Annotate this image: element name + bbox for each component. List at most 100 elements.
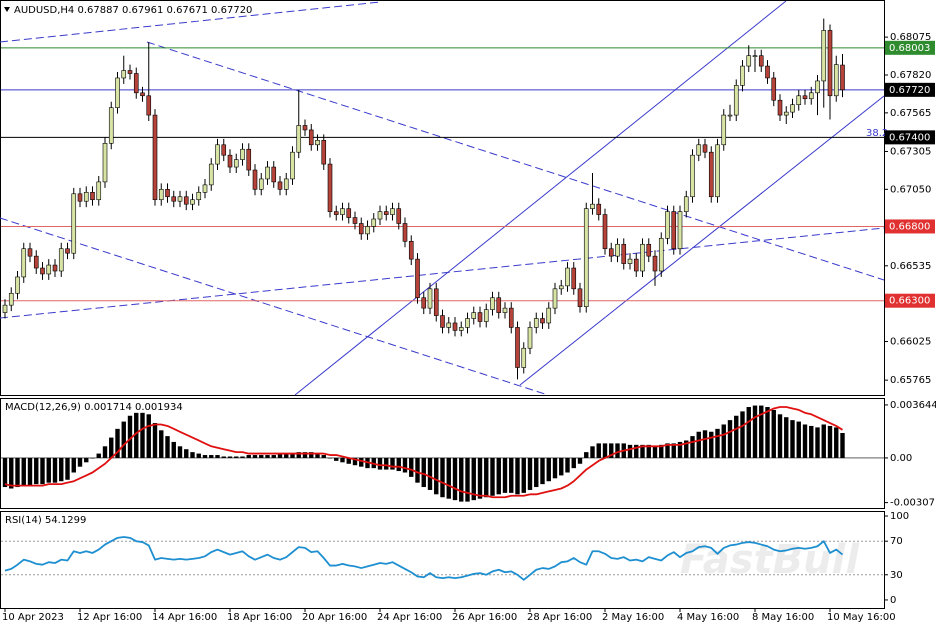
macd-bar	[21, 457, 26, 486]
candle-body	[65, 248, 70, 254]
chart-title: AUDUSD,H4 0.67887 0.67961 0.67671 0.6772…	[14, 5, 252, 16]
y-tick-label: 100	[890, 511, 909, 522]
candle-body	[677, 211, 683, 250]
x-tick-label: 10 Apr 2023	[2, 612, 64, 623]
candle-body	[108, 107, 114, 144]
candle-body	[2, 304, 8, 313]
candle-body	[390, 208, 395, 215]
candle-body	[440, 315, 445, 328]
candle-body	[83, 192, 89, 202]
candle-body	[27, 248, 33, 257]
macd-bar	[209, 455, 214, 458]
candle-body	[302, 125, 308, 131]
macd-bar	[584, 452, 589, 458]
macd-bar	[477, 457, 483, 499]
macd-bar	[252, 455, 258, 458]
macd-bar	[759, 405, 764, 458]
candle-body	[290, 151, 295, 180]
macd-bar	[540, 457, 545, 485]
macd-bar	[271, 455, 276, 458]
macd-bar	[9, 457, 14, 489]
x-tick-label: 10 May 16:00	[827, 612, 896, 623]
candle-body	[783, 111, 789, 116]
candle-body	[583, 208, 589, 307]
macd-bar	[715, 428, 720, 458]
candle-body	[327, 163, 333, 212]
y-tick-label: 70	[890, 536, 903, 547]
candle-body	[515, 327, 520, 368]
candle-body	[371, 218, 377, 227]
candle-body	[233, 159, 239, 168]
trendline	[146, 41, 885, 281]
macd-bar	[727, 420, 733, 458]
macd-bar	[159, 430, 164, 458]
macd-bar	[446, 457, 451, 499]
candle-body	[183, 196, 189, 205]
macd-bar	[721, 424, 726, 458]
candle-body	[521, 347, 527, 368]
macd-bar	[740, 411, 745, 458]
candle-body	[640, 243, 645, 272]
candle-body	[21, 248, 27, 278]
macd-bar	[265, 455, 270, 458]
macd-bar	[334, 457, 339, 461]
candle-body	[215, 144, 220, 165]
macd-bar	[27, 457, 33, 486]
candle-body	[277, 181, 283, 190]
candle-body	[115, 77, 120, 108]
macd-bar	[171, 441, 176, 458]
channel-line	[294, 0, 787, 396]
macd-bar	[115, 428, 120, 458]
x-tick-label: 8 May 16:00	[752, 612, 814, 623]
candle-body	[715, 144, 720, 198]
macd-bar	[734, 415, 739, 458]
macd-bar	[190, 452, 195, 458]
y-tick-label: 0.67565	[890, 108, 931, 119]
candle-body	[652, 255, 658, 272]
macd-bar	[652, 446, 658, 458]
fibo-label: 38.2	[866, 128, 888, 139]
watermark: FastBull	[680, 537, 860, 583]
candle-body	[433, 288, 439, 316]
candle-body	[171, 196, 177, 202]
macd-bar	[434, 457, 439, 495]
macd-bar	[559, 457, 564, 476]
candle-body	[527, 327, 533, 349]
x-tick-label: 12 Apr 16:00	[77, 612, 142, 623]
candle-body	[296, 125, 302, 153]
macd-bar	[440, 457, 445, 498]
y-tick-label: 0.68075	[890, 32, 931, 43]
level-label-bg	[885, 293, 935, 308]
indicator-line	[4, 406, 843, 499]
candle-body	[790, 104, 795, 113]
macd-bar	[809, 425, 814, 458]
macd-bar	[771, 409, 776, 458]
level-label: 0.67720	[889, 85, 930, 96]
candle-body	[671, 211, 677, 250]
candle-body	[490, 297, 495, 310]
candle-body	[740, 65, 745, 86]
symbol-menu-icon	[4, 7, 10, 12]
y-tick-label: 0	[890, 595, 896, 606]
candle-body	[690, 154, 695, 198]
macd-bar	[302, 452, 308, 458]
macd-bar	[534, 457, 539, 488]
macd-bar	[359, 457, 364, 467]
macd-bar	[215, 455, 220, 458]
macd-bar	[384, 457, 389, 470]
macd-bar	[377, 457, 383, 470]
macd-bar	[390, 457, 395, 470]
candle-body	[396, 208, 402, 224]
macd-bar	[527, 457, 533, 490]
macd-bar	[246, 455, 251, 458]
candle-body	[533, 318, 539, 328]
x-tick-label: 18 Apr 16:00	[227, 612, 292, 623]
macd-bar	[784, 417, 789, 458]
macd-bar	[409, 457, 414, 477]
x-tick-label: 24 Apr 16:00	[377, 612, 442, 623]
candle-body	[765, 65, 770, 79]
candle-body	[8, 292, 14, 306]
candle-body	[377, 211, 383, 220]
macd-bar	[452, 457, 458, 501]
macd-bar	[84, 457, 89, 463]
